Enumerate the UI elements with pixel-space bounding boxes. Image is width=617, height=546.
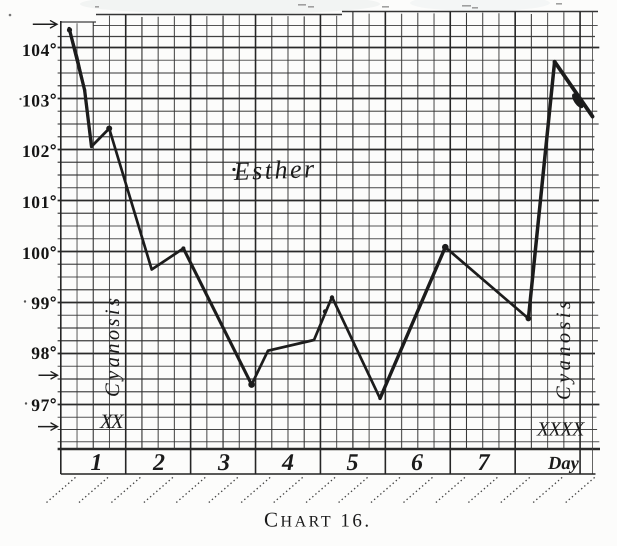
svg-text:Day: Day — [547, 454, 580, 474]
svg-text:XXXX: XXXX — [536, 419, 585, 441]
svg-text:XX: XX — [99, 411, 125, 433]
svg-text:6: 6 — [411, 450, 423, 476]
svg-text:102: 102 — [22, 141, 50, 161]
svg-text:Esther: Esther — [232, 154, 317, 186]
svg-text:5: 5 — [347, 450, 359, 476]
svg-text:97: 97 — [31, 395, 50, 415]
svg-text:4: 4 — [281, 450, 294, 476]
svg-text:100: 100 — [22, 243, 50, 263]
svg-text:101: 101 — [22, 192, 50, 212]
svg-text:Cyanosis: Cyanosis — [102, 295, 124, 397]
svg-text:Cyanosis: Cyanosis — [553, 298, 575, 400]
svg-text:1: 1 — [91, 450, 103, 476]
svg-text:104: 104 — [22, 40, 50, 60]
svg-text:2: 2 — [152, 450, 165, 476]
svg-text:99: 99 — [31, 293, 50, 313]
svg-text:98: 98 — [31, 343, 50, 363]
svg-text:7: 7 — [478, 450, 491, 476]
svg-text:103: 103 — [22, 90, 50, 110]
svg-text:CHART 16.: CHART 16. — [264, 508, 372, 532]
svg-text:3: 3 — [217, 450, 230, 476]
